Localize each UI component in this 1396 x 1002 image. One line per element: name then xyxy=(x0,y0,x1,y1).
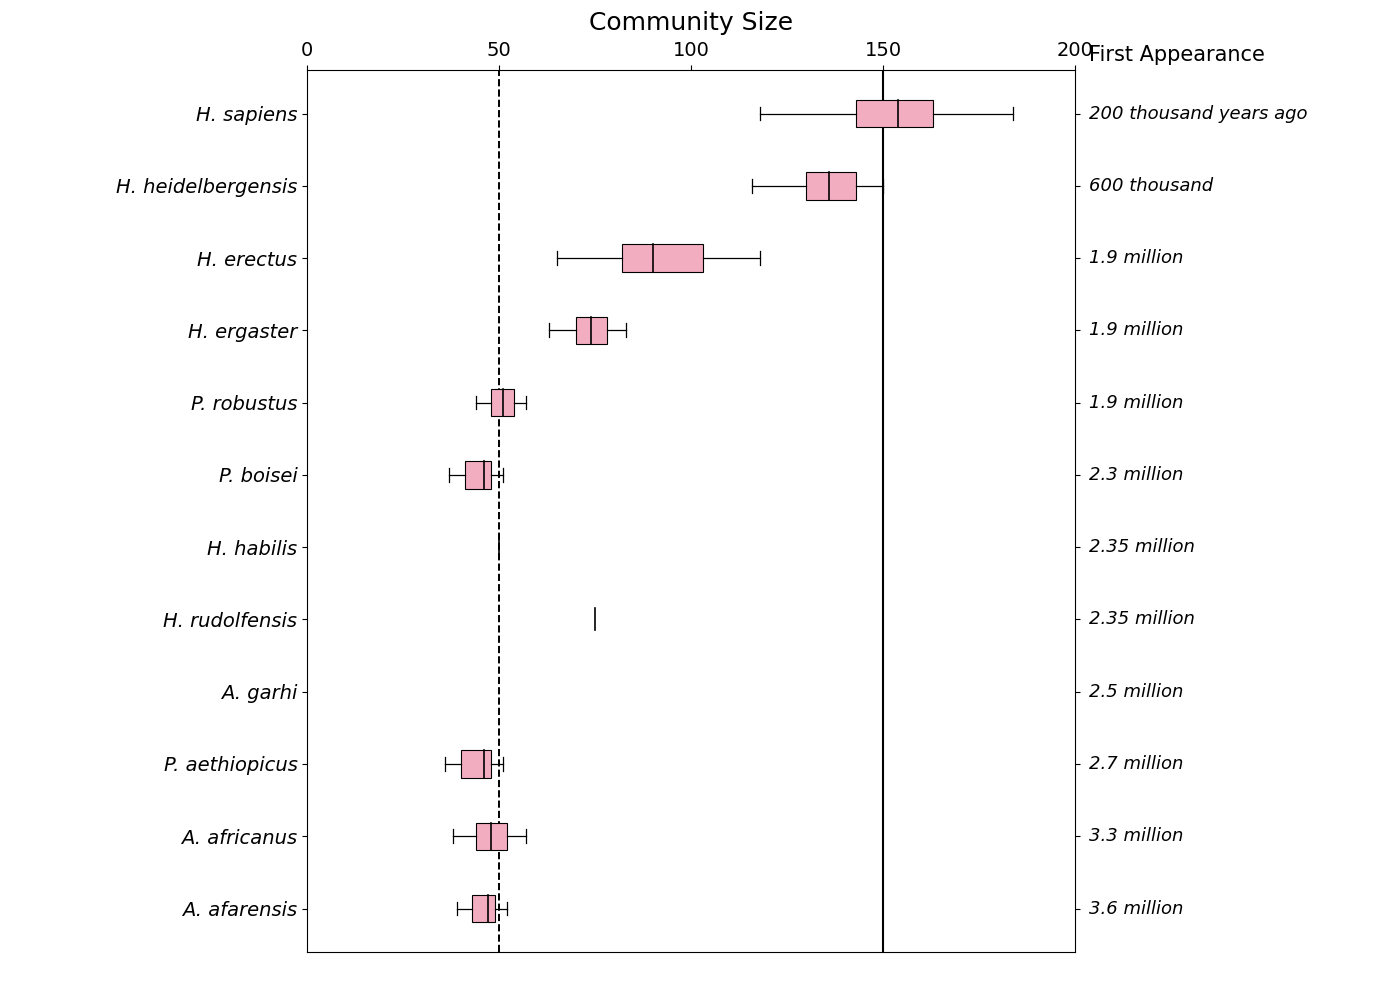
Text: 2.35 million: 2.35 million xyxy=(1089,610,1195,628)
Bar xyxy=(807,172,856,199)
Bar xyxy=(623,244,702,272)
Text: First Appearance: First Appearance xyxy=(1089,45,1265,65)
Text: 2.35 million: 2.35 million xyxy=(1089,538,1195,556)
Bar xyxy=(465,461,491,489)
Text: 2.7 million: 2.7 million xyxy=(1089,755,1184,773)
Text: 2.5 million: 2.5 million xyxy=(1089,682,1184,700)
Text: 600 thousand: 600 thousand xyxy=(1089,176,1213,194)
X-axis label: Community Size: Community Size xyxy=(589,11,793,35)
Text: 1.9 million: 1.9 million xyxy=(1089,394,1184,412)
Text: 1.9 million: 1.9 million xyxy=(1089,249,1184,268)
Text: 1.9 million: 1.9 million xyxy=(1089,322,1184,340)
Bar xyxy=(856,100,933,127)
Bar xyxy=(461,750,491,778)
Text: 200 thousand years ago: 200 thousand years ago xyxy=(1089,104,1308,122)
Bar xyxy=(491,389,514,417)
Text: 3.3 million: 3.3 million xyxy=(1089,828,1184,846)
Text: 3.6 million: 3.6 million xyxy=(1089,900,1184,918)
Bar xyxy=(472,895,496,922)
Bar xyxy=(575,317,606,344)
Text: 2.3 million: 2.3 million xyxy=(1089,466,1184,484)
Bar xyxy=(476,823,507,850)
